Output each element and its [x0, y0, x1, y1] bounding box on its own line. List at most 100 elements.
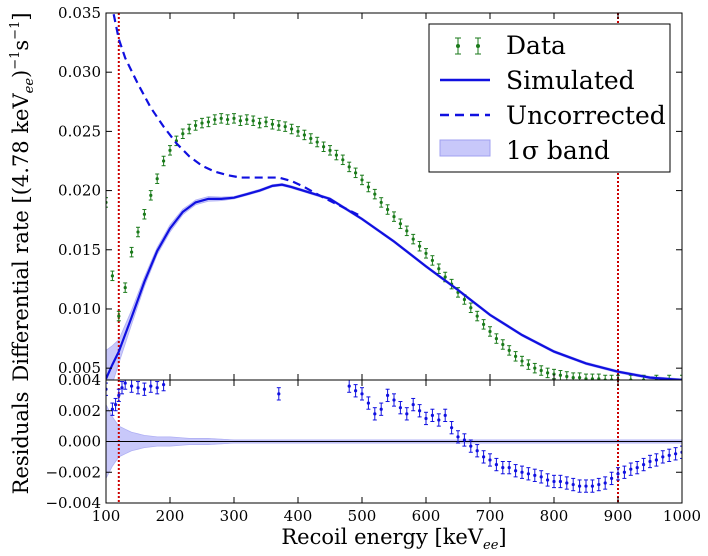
residual-point-16-marker: [366, 401, 370, 405]
data-point-72-marker: [565, 374, 569, 379]
data-point-31: [302, 129, 307, 141]
residual-point-8: [142, 382, 147, 396]
residual-point-33-marker: [475, 449, 479, 453]
residual-point-1-marker: [110, 407, 114, 411]
data-point-48: [411, 233, 416, 245]
residual-point-46: [558, 474, 563, 489]
residual-point-33: [475, 444, 480, 458]
residual-point-6-marker: [130, 384, 134, 388]
data-point-22-marker: [245, 117, 249, 122]
residual-point-41-marker: [526, 472, 531, 476]
residual-point-27: [436, 413, 441, 427]
data-point-31-marker: [302, 133, 306, 137]
residual-point-58: [635, 460, 640, 475]
residual-ytick-label-2: 0.000: [58, 433, 101, 451]
data-point-8-marker: [155, 177, 159, 181]
residual-ytick-label-3: 0.002: [58, 402, 101, 420]
data-point-66: [526, 359, 531, 370]
data-point-60: [488, 326, 492, 337]
data-point-71: [558, 370, 563, 380]
data-point-64-marker: [514, 354, 518, 358]
residual-point-42: [532, 468, 537, 482]
data-point-25-marker: [264, 120, 268, 124]
residual-point-9-marker: [149, 384, 153, 388]
residual-ytick-label-1: −0.002: [45, 463, 101, 481]
residual-point-55: [616, 467, 620, 481]
data-point-67: [532, 362, 537, 374]
data-point-33-marker: [315, 140, 319, 144]
residual-point-62: [660, 450, 665, 464]
data-point-38-marker: [347, 165, 351, 169]
main-band-area: [106, 183, 682, 380]
residual-point-12-marker: [277, 392, 281, 396]
data-point-76: [590, 373, 595, 380]
residual-point-53-marker: [603, 481, 607, 485]
data-point-36: [334, 149, 339, 161]
legend-label-uncorrected: Uncorrected: [506, 101, 666, 130]
residual-point-30: [456, 430, 460, 444]
residual-point-22: [404, 407, 409, 421]
residual-data-points: [106, 380, 682, 493]
data-point-75-marker: [584, 377, 588, 380]
residual-point-48: [571, 477, 576, 492]
main-ytick-label-1: 0.005: [58, 359, 101, 377]
residual-point-43-marker: [539, 475, 543, 479]
residual-point-57: [628, 462, 633, 476]
data-point-9: [161, 155, 166, 167]
data-point-32-marker: [309, 136, 313, 141]
data-point-27-marker: [277, 123, 281, 128]
residual-point-49: [577, 479, 582, 493]
residual-point-35: [488, 453, 492, 467]
data-point-17: [212, 114, 217, 125]
data-point-19: [225, 114, 230, 125]
residual-point-4: [120, 381, 124, 395]
data-point-57-marker: [469, 306, 473, 310]
data-point-12-marker: [181, 132, 185, 136]
data-point-49-marker: [418, 244, 422, 248]
residual-point-7: [136, 381, 140, 395]
data-point-50-marker: [424, 251, 428, 255]
data-point-69-marker: [546, 371, 550, 375]
main-sigma-band: [106, 183, 682, 380]
data-point-5: [136, 226, 140, 238]
main-y-axis-title-close: ]: [9, 12, 33, 20]
data-point-24-marker: [258, 121, 262, 125]
residual-point-24: [417, 404, 422, 418]
residual-point-52-marker: [597, 482, 601, 487]
residual-point-22-marker: [405, 412, 409, 416]
data-point-7: [148, 190, 153, 201]
residual-point-41: [526, 467, 531, 481]
data-point-7-marker: [149, 193, 153, 197]
residual-point-57-marker: [629, 467, 633, 471]
residual-point-45: [552, 474, 556, 489]
data-point-50: [424, 248, 428, 259]
legend-label-data: Data: [506, 31, 566, 60]
data-point-13: [187, 123, 192, 135]
data-point-40: [360, 174, 364, 186]
main-ytick-label-2: 0.010: [58, 300, 101, 318]
data-point-28: [283, 121, 288, 132]
x-tick-label-5: 600: [412, 507, 441, 525]
residual-point-11: [161, 380, 166, 392]
residual-point-17: [372, 407, 377, 421]
residual-point-50: [584, 479, 588, 493]
residual-point-40-marker: [520, 470, 524, 474]
residual-point-48-marker: [571, 482, 575, 487]
residual-point-42-marker: [533, 473, 537, 477]
residual-point-30-marker: [456, 435, 460, 439]
residual-point-3-marker: [117, 393, 121, 397]
data-point-18: [219, 113, 224, 124]
residual-point-58-marker: [635, 466, 639, 470]
residual-point-29: [449, 421, 454, 435]
data-point-6: [142, 209, 147, 220]
data-point-37-marker: [341, 158, 345, 162]
residual-point-18-marker: [379, 407, 383, 411]
residual-point-38-marker: [507, 466, 511, 470]
residual-point-18: [379, 402, 384, 416]
residual-point-56-marker: [622, 470, 627, 474]
residual-point-39-marker: [514, 469, 518, 473]
data-point-6-marker: [142, 212, 146, 216]
residual-point-3: [116, 388, 121, 403]
main-y-axis-title-s: s: [9, 40, 33, 51]
